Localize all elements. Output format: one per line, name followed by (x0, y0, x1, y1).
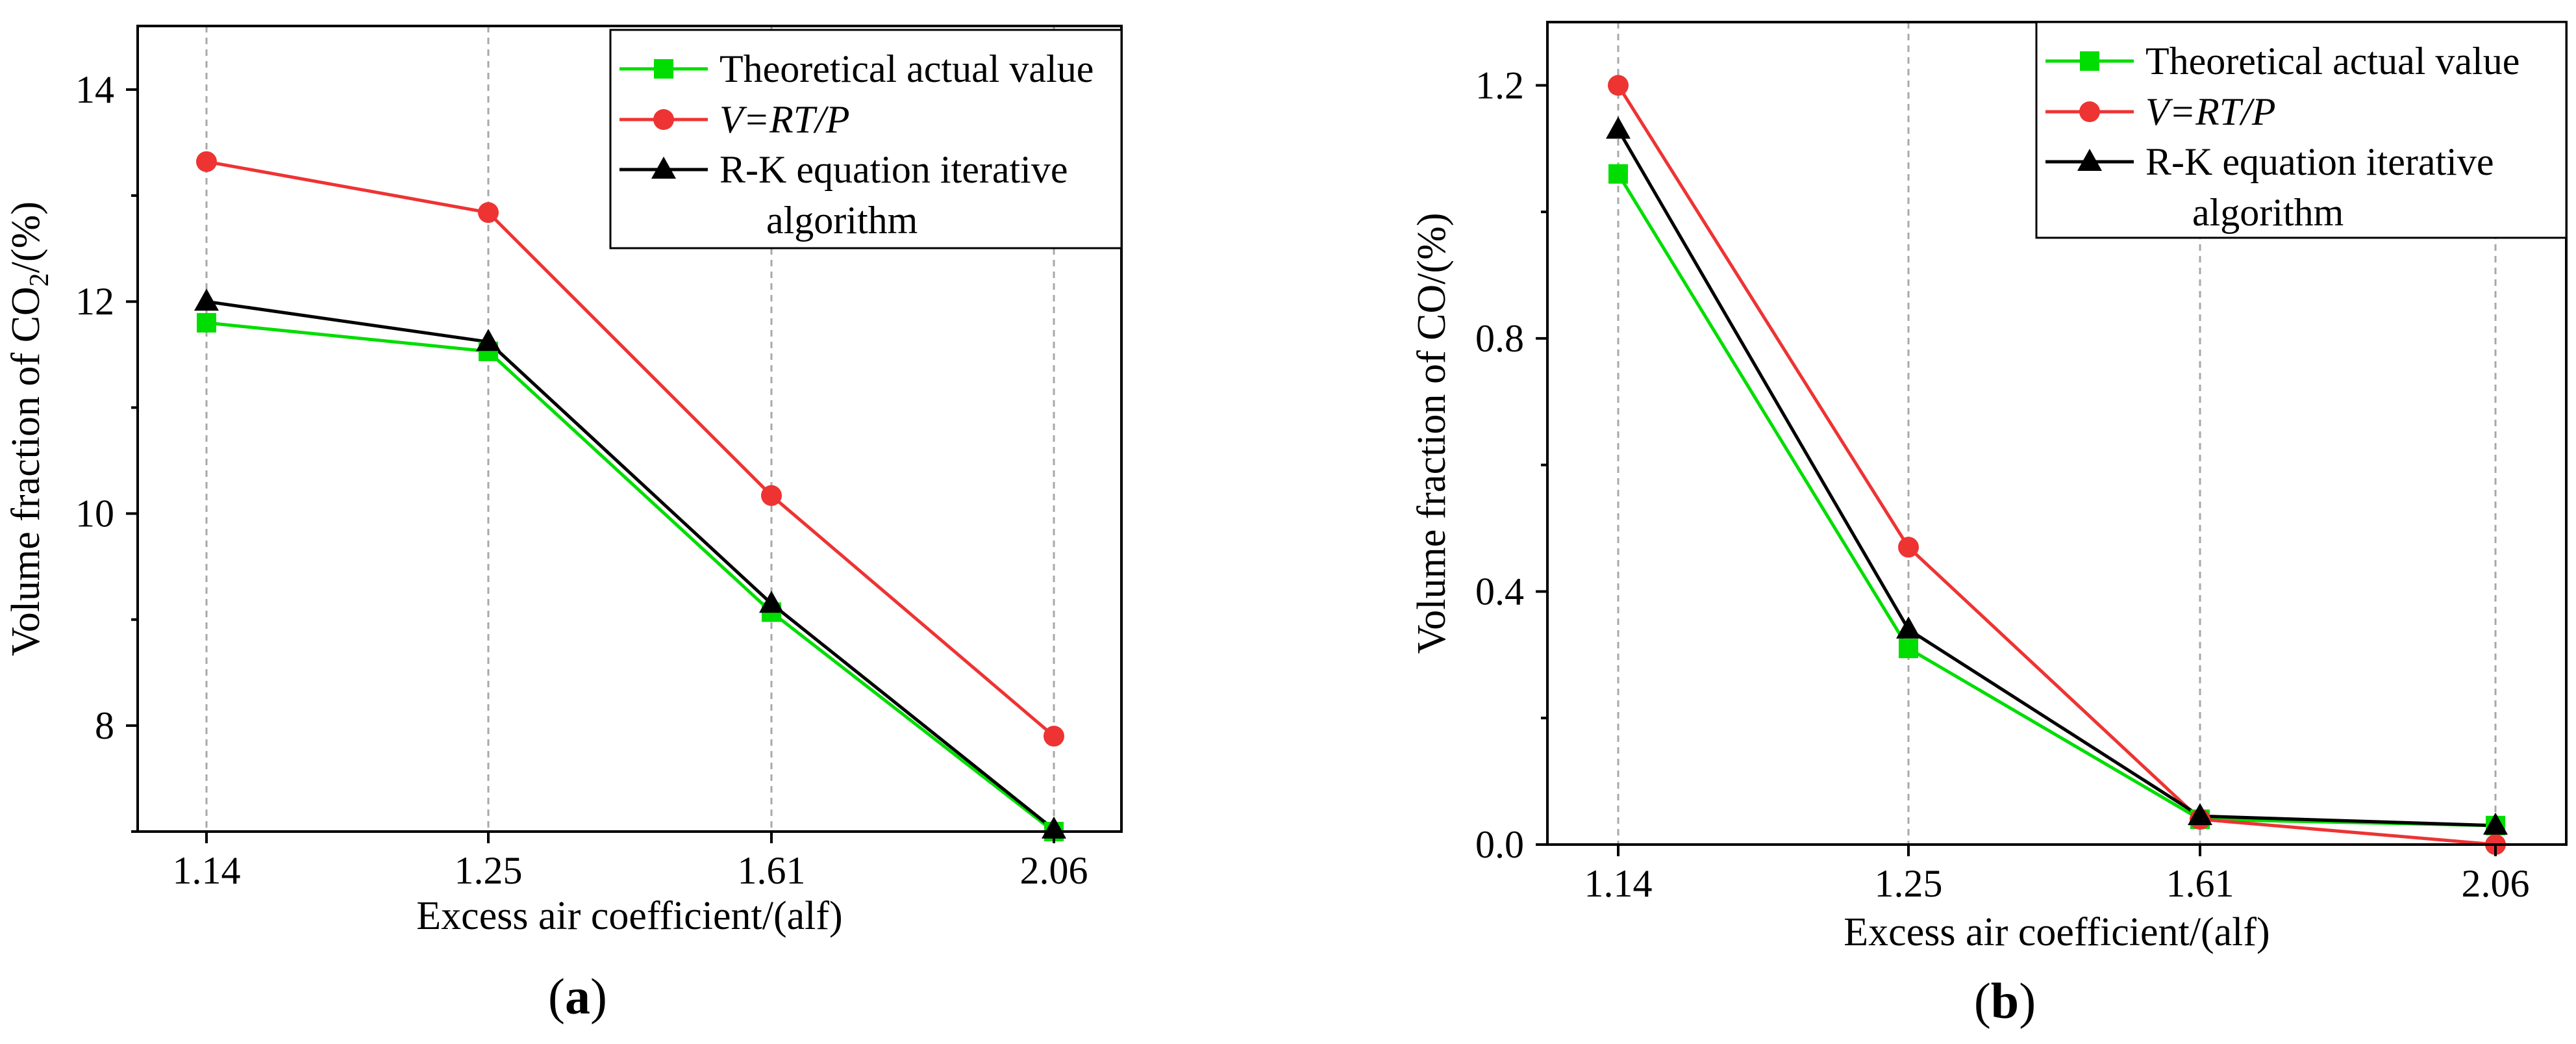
legend-marker-a-0 (654, 59, 673, 79)
y-axis-title-main: Volume fraction of CO/(%) (1410, 213, 1454, 654)
legend-label-line2: algorithm (766, 199, 918, 242)
y-tick-label-b-3: 1.2 (1475, 64, 1524, 107)
x-tick-label-b-2: 1.61 (2166, 862, 2234, 905)
y-tick-label-b-2: 0.8 (1475, 317, 1524, 360)
y-tick-label-a-2: 12 (75, 280, 114, 323)
legend-label-line1: R-K equation iterative (719, 148, 1068, 191)
x-axis-title-a: Excess air coefficient/(alf) (416, 894, 842, 938)
series-line-a-2 (206, 299, 1055, 831)
series-line-a-0 (206, 321, 1055, 833)
legend-marker-b-0 (2080, 51, 2099, 71)
plot-frame-a (136, 25, 1123, 833)
data-point-b-1-1 (1898, 537, 1919, 558)
panel-label-open: ( (548, 968, 565, 1025)
legend-marker-a-1 (653, 109, 674, 130)
y-axis-title-a: Volume fraction of CO2/(%) (4, 201, 55, 656)
legend-label-b-0: Theoretical actual value (2145, 40, 2520, 83)
panel-label-close: ) (2019, 973, 2036, 1029)
legend-label-a-1: V=RT/P (719, 98, 849, 141)
data-point-b-0-1 (1899, 639, 1918, 659)
chart-panel-b: 1.14 1.25 1.61 2.06 0.0 0.4 0.8 1.2 Excess air c… (1410, 21, 2568, 1029)
legend-box-a (609, 29, 1123, 249)
panel-label-open: ( (1974, 973, 1991, 1029)
series-line-b-1 (1616, 84, 2496, 847)
series-line-a-1 (206, 160, 1055, 738)
data-point-a-2-2 (759, 591, 784, 613)
legend-label-line2: algorithm (2192, 191, 2344, 234)
x-tick-label-b-3: 2.06 (2462, 862, 2530, 905)
data-point-a-1-0 (196, 151, 217, 172)
series-line-b-2 (1616, 129, 2496, 828)
data-point-b-2-1 (1896, 616, 1921, 639)
y-tick-label-a-1: 10 (75, 492, 114, 535)
panel-label-a: (a) (548, 968, 607, 1025)
data-point-b-0-0 (1608, 164, 1628, 184)
panel-label-letter: b (1991, 973, 2019, 1029)
x-tick-label-b-0: 1.14 (1584, 862, 1653, 905)
legend-label-a-2: R-K equation iterative algorithm (719, 148, 1068, 242)
y-tick-label-a-3: 14 (75, 68, 114, 111)
legend-marker-b-2 (2077, 149, 2102, 171)
y-axis-title-unit: /(%) (4, 201, 48, 273)
legend-a: Theoretical actual value V=RT/P R-K equati… (609, 29, 1123, 249)
x-tick-label-a-1: 1.25 (455, 849, 523, 892)
data-point-b-1-0 (1608, 75, 1629, 96)
y-axis-title-subscript: 2 (25, 273, 55, 286)
legend-label-line1: R-K equation iterative (2145, 140, 2494, 183)
x-tick-label-a-2: 1.61 (738, 849, 806, 892)
x-tick-label-b-1: 1.25 (1875, 862, 1943, 905)
panel-label-close: ) (590, 968, 607, 1025)
data-point-a-2-1 (476, 329, 501, 351)
legend-b: Theoretical actual value V=RT/P R-K equati… (2035, 21, 2568, 239)
chart-panel-a: 1.14 1.25 1.61 2.06 8 10 12 14 Excess air coeffi… (4, 25, 1123, 1025)
legend-label-a-0: Theoretical actual value (719, 47, 1094, 90)
legend-marker-a-2 (651, 157, 676, 179)
y-tick-label-b-0: 0.0 (1475, 823, 1524, 866)
data-point-a-1-1 (478, 202, 499, 223)
data-point-b-2-2 (2188, 803, 2212, 826)
legend-label-b-2: R-K equation iterative algorithm (2145, 140, 2494, 234)
data-point-a-2-3 (1042, 816, 1066, 839)
y-tick-label-a-0: 8 (95, 704, 114, 747)
y-tick-label-b-1: 0.4 (1475, 570, 1524, 613)
x-axis-title-b: Excess air coefficient/(alf) (1844, 910, 2270, 954)
x-tick-label-a-0: 1.14 (173, 849, 241, 892)
y-axis-title-b: Volume fraction of CO/(%) (1410, 213, 1454, 654)
data-point-a-1-3 (1044, 726, 1064, 747)
x-tick-label-a-3: 2.06 (1020, 849, 1088, 892)
data-point-a-2-0 (194, 288, 219, 311)
panel-label-letter: a (565, 968, 590, 1025)
y-axis-title-main: Volume fraction of CO (4, 286, 48, 656)
series-line-b-0 (1616, 173, 2496, 828)
legend-marker-b-1 (2079, 101, 2100, 122)
legend-box-b (2035, 21, 2568, 239)
data-point-a-1-2 (761, 485, 782, 506)
data-point-a-0-0 (197, 312, 216, 333)
legend-label-b-1: V=RT/P (2145, 90, 2275, 133)
data-point-b-2-3 (2483, 812, 2508, 835)
data-point-b-2-0 (1606, 116, 1631, 139)
panel-label-b: (b) (1974, 973, 2036, 1029)
